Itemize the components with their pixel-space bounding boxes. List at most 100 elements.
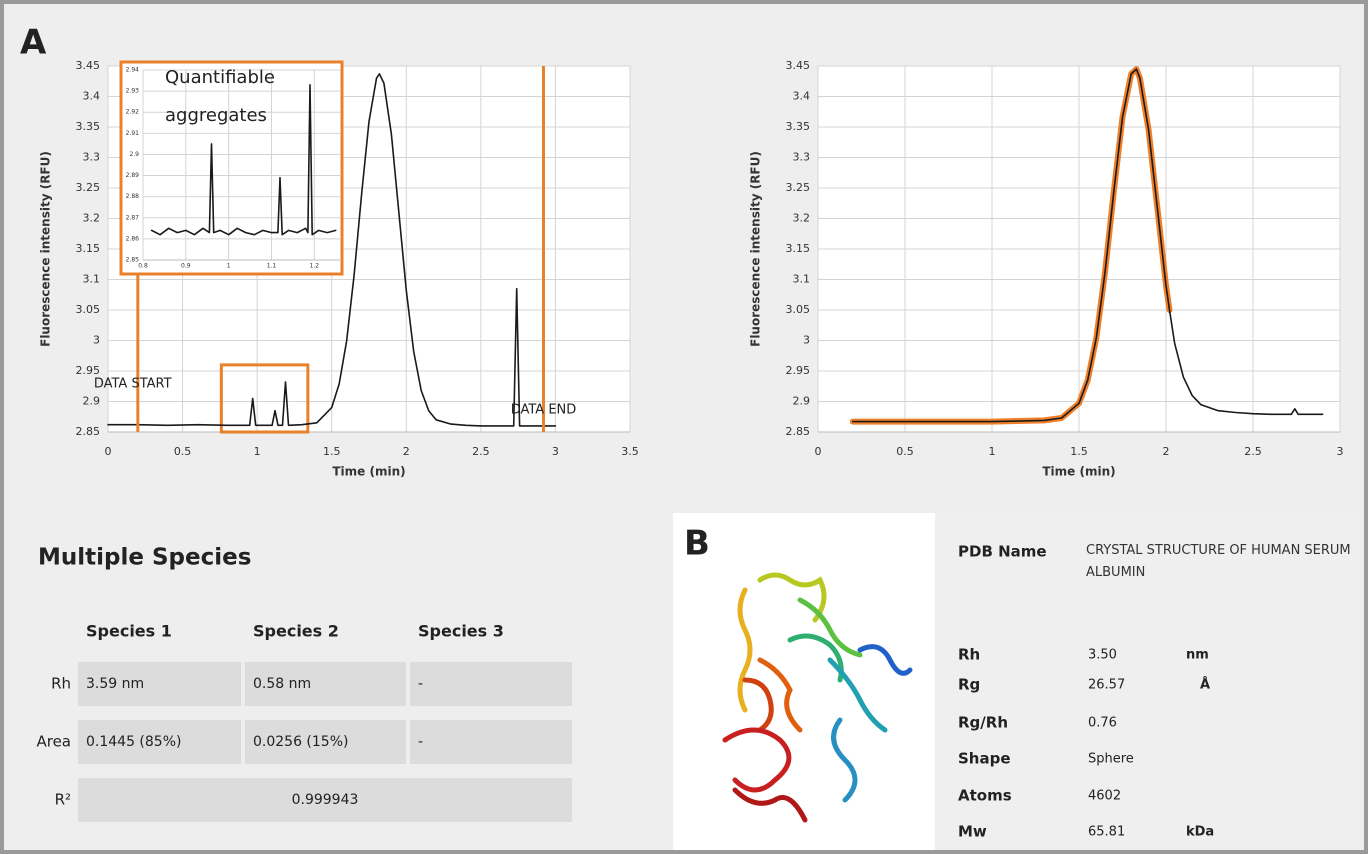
chart: 2.85 2.9 2.95 3 3.05 3.1 3.15 3.2 3.25 3.3 3.35 3.4… <box>749 59 1344 479</box>
y-tick-label: 2.93 <box>126 88 140 95</box>
row-label: R² <box>55 791 71 809</box>
x-tick-label: 1 <box>227 263 231 270</box>
y-tick-label: 2.9 <box>83 395 101 408</box>
info-label: Shape <box>958 750 1011 768</box>
y-tick-label: 2.85 <box>126 257 140 264</box>
y-tick-label: 3.15 <box>76 242 101 255</box>
y-axis-title: Fluorescence intensity (RFU) <box>39 151 53 347</box>
cell-text: - <box>418 734 423 750</box>
y-tick-label: 2.88 <box>126 193 140 200</box>
table-title: Multiple Species <box>38 545 251 571</box>
column-header: Species 3 <box>418 622 504 641</box>
y-tick-label: 3.3 <box>793 151 811 164</box>
x-tick-label: 2 <box>1163 445 1170 458</box>
marker-label: DATA START <box>94 377 172 392</box>
y-tick-label: 3 <box>803 334 810 347</box>
y-axis-title: Fluorescence intensity (RFU) <box>749 151 763 347</box>
info-value: 3.50 <box>1088 648 1117 663</box>
x-tick-label: 2 <box>403 445 410 458</box>
x-tick-label: 1 <box>254 445 261 458</box>
info-label: Rg <box>958 676 980 694</box>
y-tick-label: 3.2 <box>793 212 811 225</box>
y-tick-label: 2.9 <box>129 151 139 158</box>
y-tick-label: 3.05 <box>76 303 101 316</box>
x-tick-label: 1.1 <box>267 263 277 270</box>
y-tick-label: 2.9 <box>793 395 811 408</box>
x-tick-label: 2.5 <box>472 445 490 458</box>
x-tick-label: 2.5 <box>1244 445 1262 458</box>
cell-text: - <box>418 676 423 692</box>
y-tick-label: 2.85 <box>76 425 101 438</box>
info-unit: kDa <box>1186 825 1214 840</box>
y-tick-label: 3.35 <box>786 120 811 133</box>
cell-text: 0.999943 <box>292 792 359 808</box>
y-tick-label: 3.1 <box>83 273 101 286</box>
x-tick-label: 0.5 <box>896 445 914 458</box>
y-tick-label: 3.25 <box>76 181 101 194</box>
annotation: Quantifiable <box>165 67 275 88</box>
x-tick-label: 0.8 <box>138 263 148 270</box>
y-tick-label: 2.89 <box>126 172 140 179</box>
info-unit: Å <box>1200 677 1210 693</box>
x-tick-label: 0.9 <box>181 263 191 270</box>
x-tick-label: 1.2 <box>310 263 320 270</box>
y-tick-label: 2.85 <box>786 425 811 438</box>
info-label: Atoms <box>958 787 1012 805</box>
row-label: Rh <box>51 675 71 693</box>
info-value: 0.76 <box>1088 716 1117 731</box>
y-tick-label: 3.05 <box>786 303 811 316</box>
x-tick-label: 0.5 <box>174 445 192 458</box>
info-value-box: CRYSTAL STRUCTURE OF HUMAN SERUM ALBUMIN <box>1086 540 1351 600</box>
cell-text: 0.58 nm <box>253 676 311 692</box>
y-tick-label: 3.4 <box>83 90 101 103</box>
x-tick-label: 1.5 <box>323 445 341 458</box>
x-tick-label: 3 <box>1337 445 1344 458</box>
y-tick-label: 3.45 <box>786 59 811 72</box>
y-tick-label: 3.15 <box>786 242 811 255</box>
annotation: aggregates <box>165 105 267 126</box>
cell-text: 0.1445 (85%) <box>86 734 181 750</box>
y-tick-label: 2.86 <box>126 235 140 242</box>
x-tick-label: 0 <box>815 445 822 458</box>
y-tick-label: 3.4 <box>793 90 811 103</box>
figure: A 2.85 2.9 2.95 3 3.05 3.1 3.15 3.2 3.25 3.3 3.35 3… <box>0 0 1368 854</box>
y-tick-label: 3.2 <box>83 212 101 225</box>
y-tick-label: 3.45 <box>76 59 101 72</box>
y-tick-label: 2.94 <box>126 67 140 74</box>
cell-text: 3.59 nm <box>86 676 144 692</box>
y-tick-label: 2.87 <box>126 214 140 221</box>
info-value: CRYSTAL STRUCTURE OF HUMAN SERUM ALBUMIN <box>1086 540 1351 584</box>
info-value: 4602 <box>1088 789 1121 804</box>
panel-label: B <box>684 524 710 564</box>
panel-label: A <box>20 23 47 63</box>
column-header: Species 1 <box>86 622 172 641</box>
column-header: Species 2 <box>253 622 339 641</box>
y-tick-label: 2.91 <box>126 130 140 137</box>
x-tick-label: 1.5 <box>1070 445 1088 458</box>
y-tick-label: 2.92 <box>126 109 140 116</box>
x-axis-title: Time (min) <box>332 465 405 479</box>
y-tick-label: 2.95 <box>786 364 811 377</box>
marker-label: DATA END <box>511 403 577 418</box>
info-label: PDB Name <box>958 543 1047 561</box>
info-value: Sphere <box>1088 752 1134 767</box>
x-tick-label: 1 <box>989 445 996 458</box>
info-label: Mw <box>958 823 987 841</box>
x-tick-label: 0 <box>105 445 112 458</box>
structure-background <box>673 513 935 850</box>
y-tick-label: 3.1 <box>793 273 811 286</box>
row-label: Area <box>36 733 71 751</box>
y-tick-label: 3.35 <box>76 120 101 133</box>
y-tick-label: 3.3 <box>83 151 101 164</box>
table-cell <box>410 720 572 764</box>
y-tick-label: 2.95 <box>76 364 101 377</box>
info-value: 65.81 <box>1088 825 1125 840</box>
chart: 2.85 2.86 2.87 2.88 2.89 2.9 2.91 2.92 2.93 2.94 0… <box>121 62 342 274</box>
info-unit: nm <box>1186 648 1209 663</box>
y-tick-label: 3.25 <box>786 181 811 194</box>
cell-text: 0.0256 (15%) <box>253 734 348 750</box>
table-cell <box>410 662 572 706</box>
x-tick-label: 3 <box>552 445 559 458</box>
y-tick-label: 3 <box>93 334 100 347</box>
info-label: Rh <box>958 646 980 664</box>
